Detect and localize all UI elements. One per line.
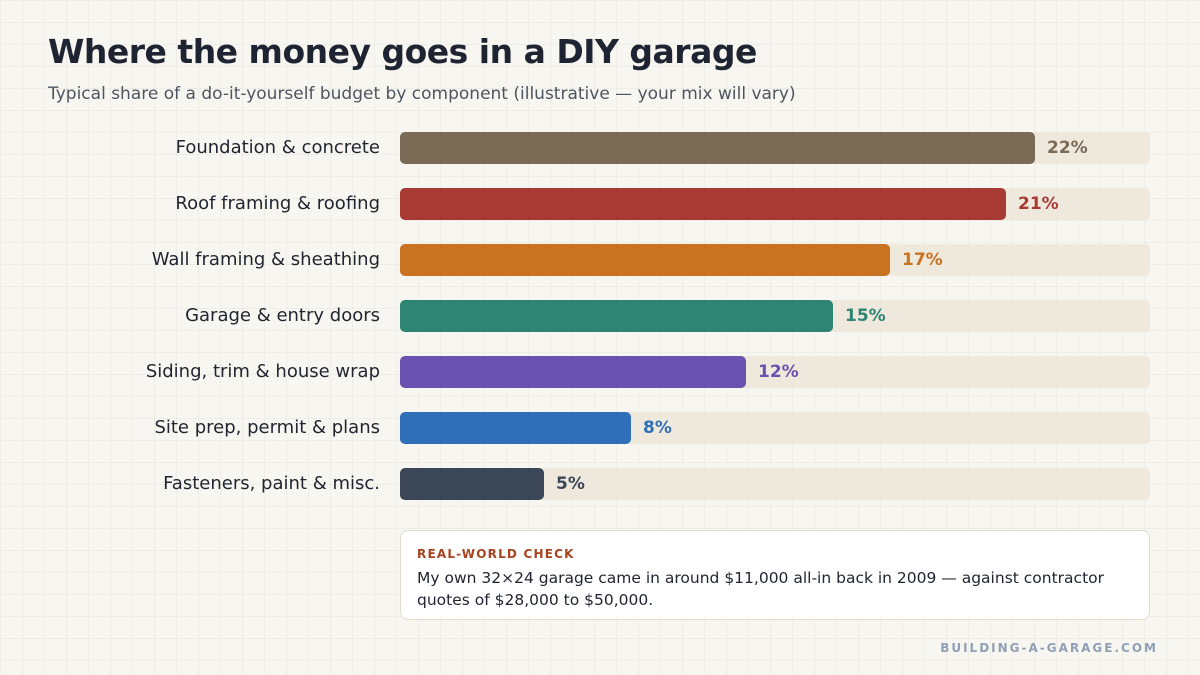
bar	[400, 356, 746, 388]
bar-track: 12%	[400, 356, 1150, 388]
callout-heading: REAL-WORLD CHECK	[417, 547, 575, 561]
bar-row: Foundation & concrete 22%	[0, 132, 1200, 164]
bar-track: 5%	[400, 468, 1150, 500]
bar-row: Site prep, permit & plans 8%	[0, 412, 1200, 444]
value-label: 22%	[1047, 138, 1088, 158]
bar-row: Wall framing & sheathing 17%	[0, 244, 1200, 276]
bar	[400, 244, 890, 276]
bar-row: Siding, trim & house wrap 12%	[0, 356, 1200, 388]
category-label: Fasteners, paint & misc.	[163, 473, 380, 494]
bar-track: 21%	[400, 188, 1150, 220]
chart-subtitle: Typical share of a do-it-yourself budget…	[48, 84, 796, 104]
value-label: 8%	[643, 418, 672, 438]
bar-row: Fasteners, paint & misc. 5%	[0, 468, 1200, 500]
bar	[400, 188, 1006, 220]
chart-title: Where the money goes in a DIY garage	[48, 32, 757, 71]
bar-track: 22%	[400, 132, 1150, 164]
category-label: Site prep, permit & plans	[154, 417, 380, 438]
category-label: Roof framing & roofing	[175, 193, 380, 214]
category-label: Siding, trim & house wrap	[145, 361, 380, 382]
category-label: Garage & entry doors	[185, 305, 380, 326]
bar-track: 15%	[400, 300, 1150, 332]
value-label: 5%	[556, 474, 585, 494]
callout-text: My own 32×24 garage came in around $11,0…	[417, 569, 1105, 609]
category-label: Foundation & concrete	[175, 137, 380, 158]
bar	[400, 412, 631, 444]
bar-track: 17%	[400, 244, 1150, 276]
value-label: 21%	[1018, 194, 1059, 214]
value-label: 12%	[758, 362, 799, 382]
real-world-check-callout: REAL-WORLD CHECK My own 32×24 garage cam…	[400, 530, 1150, 620]
bar-row: Roof framing & roofing 21%	[0, 188, 1200, 220]
bar-row: Garage & entry doors 15%	[0, 300, 1200, 332]
category-label: Wall framing & sheathing	[151, 249, 380, 270]
bar	[400, 300, 833, 332]
value-label: 17%	[902, 250, 943, 270]
bar-track: 8%	[400, 412, 1150, 444]
bar	[400, 132, 1035, 164]
value-label: 15%	[845, 306, 886, 326]
bar	[400, 468, 544, 500]
source-credit: BUILDING-A-GARAGE.COM	[940, 641, 1158, 655]
